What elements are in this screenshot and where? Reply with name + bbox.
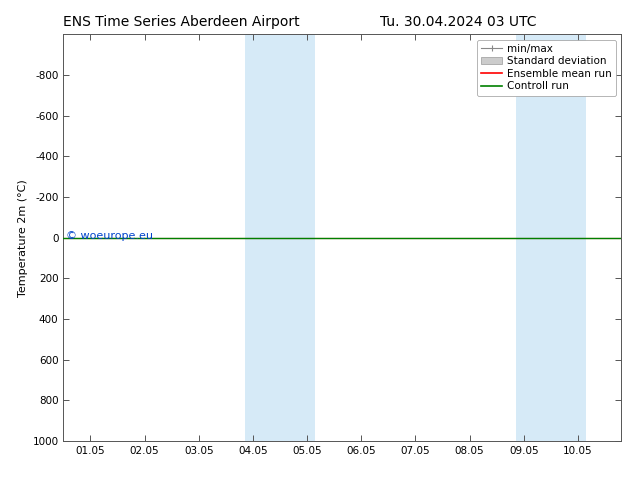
Bar xyxy=(515,34,586,441)
Bar xyxy=(245,34,315,441)
Legend: min/max, Standard deviation, Ensemble mean run, Controll run: min/max, Standard deviation, Ensemble me… xyxy=(477,40,616,96)
Text: Tu. 30.04.2024 03 UTC: Tu. 30.04.2024 03 UTC xyxy=(380,15,537,29)
Y-axis label: Temperature 2m (°C): Temperature 2m (°C) xyxy=(18,179,29,296)
Text: © woeurope.eu: © woeurope.eu xyxy=(66,231,153,241)
Text: ENS Time Series Aberdeen Airport: ENS Time Series Aberdeen Airport xyxy=(63,15,300,29)
